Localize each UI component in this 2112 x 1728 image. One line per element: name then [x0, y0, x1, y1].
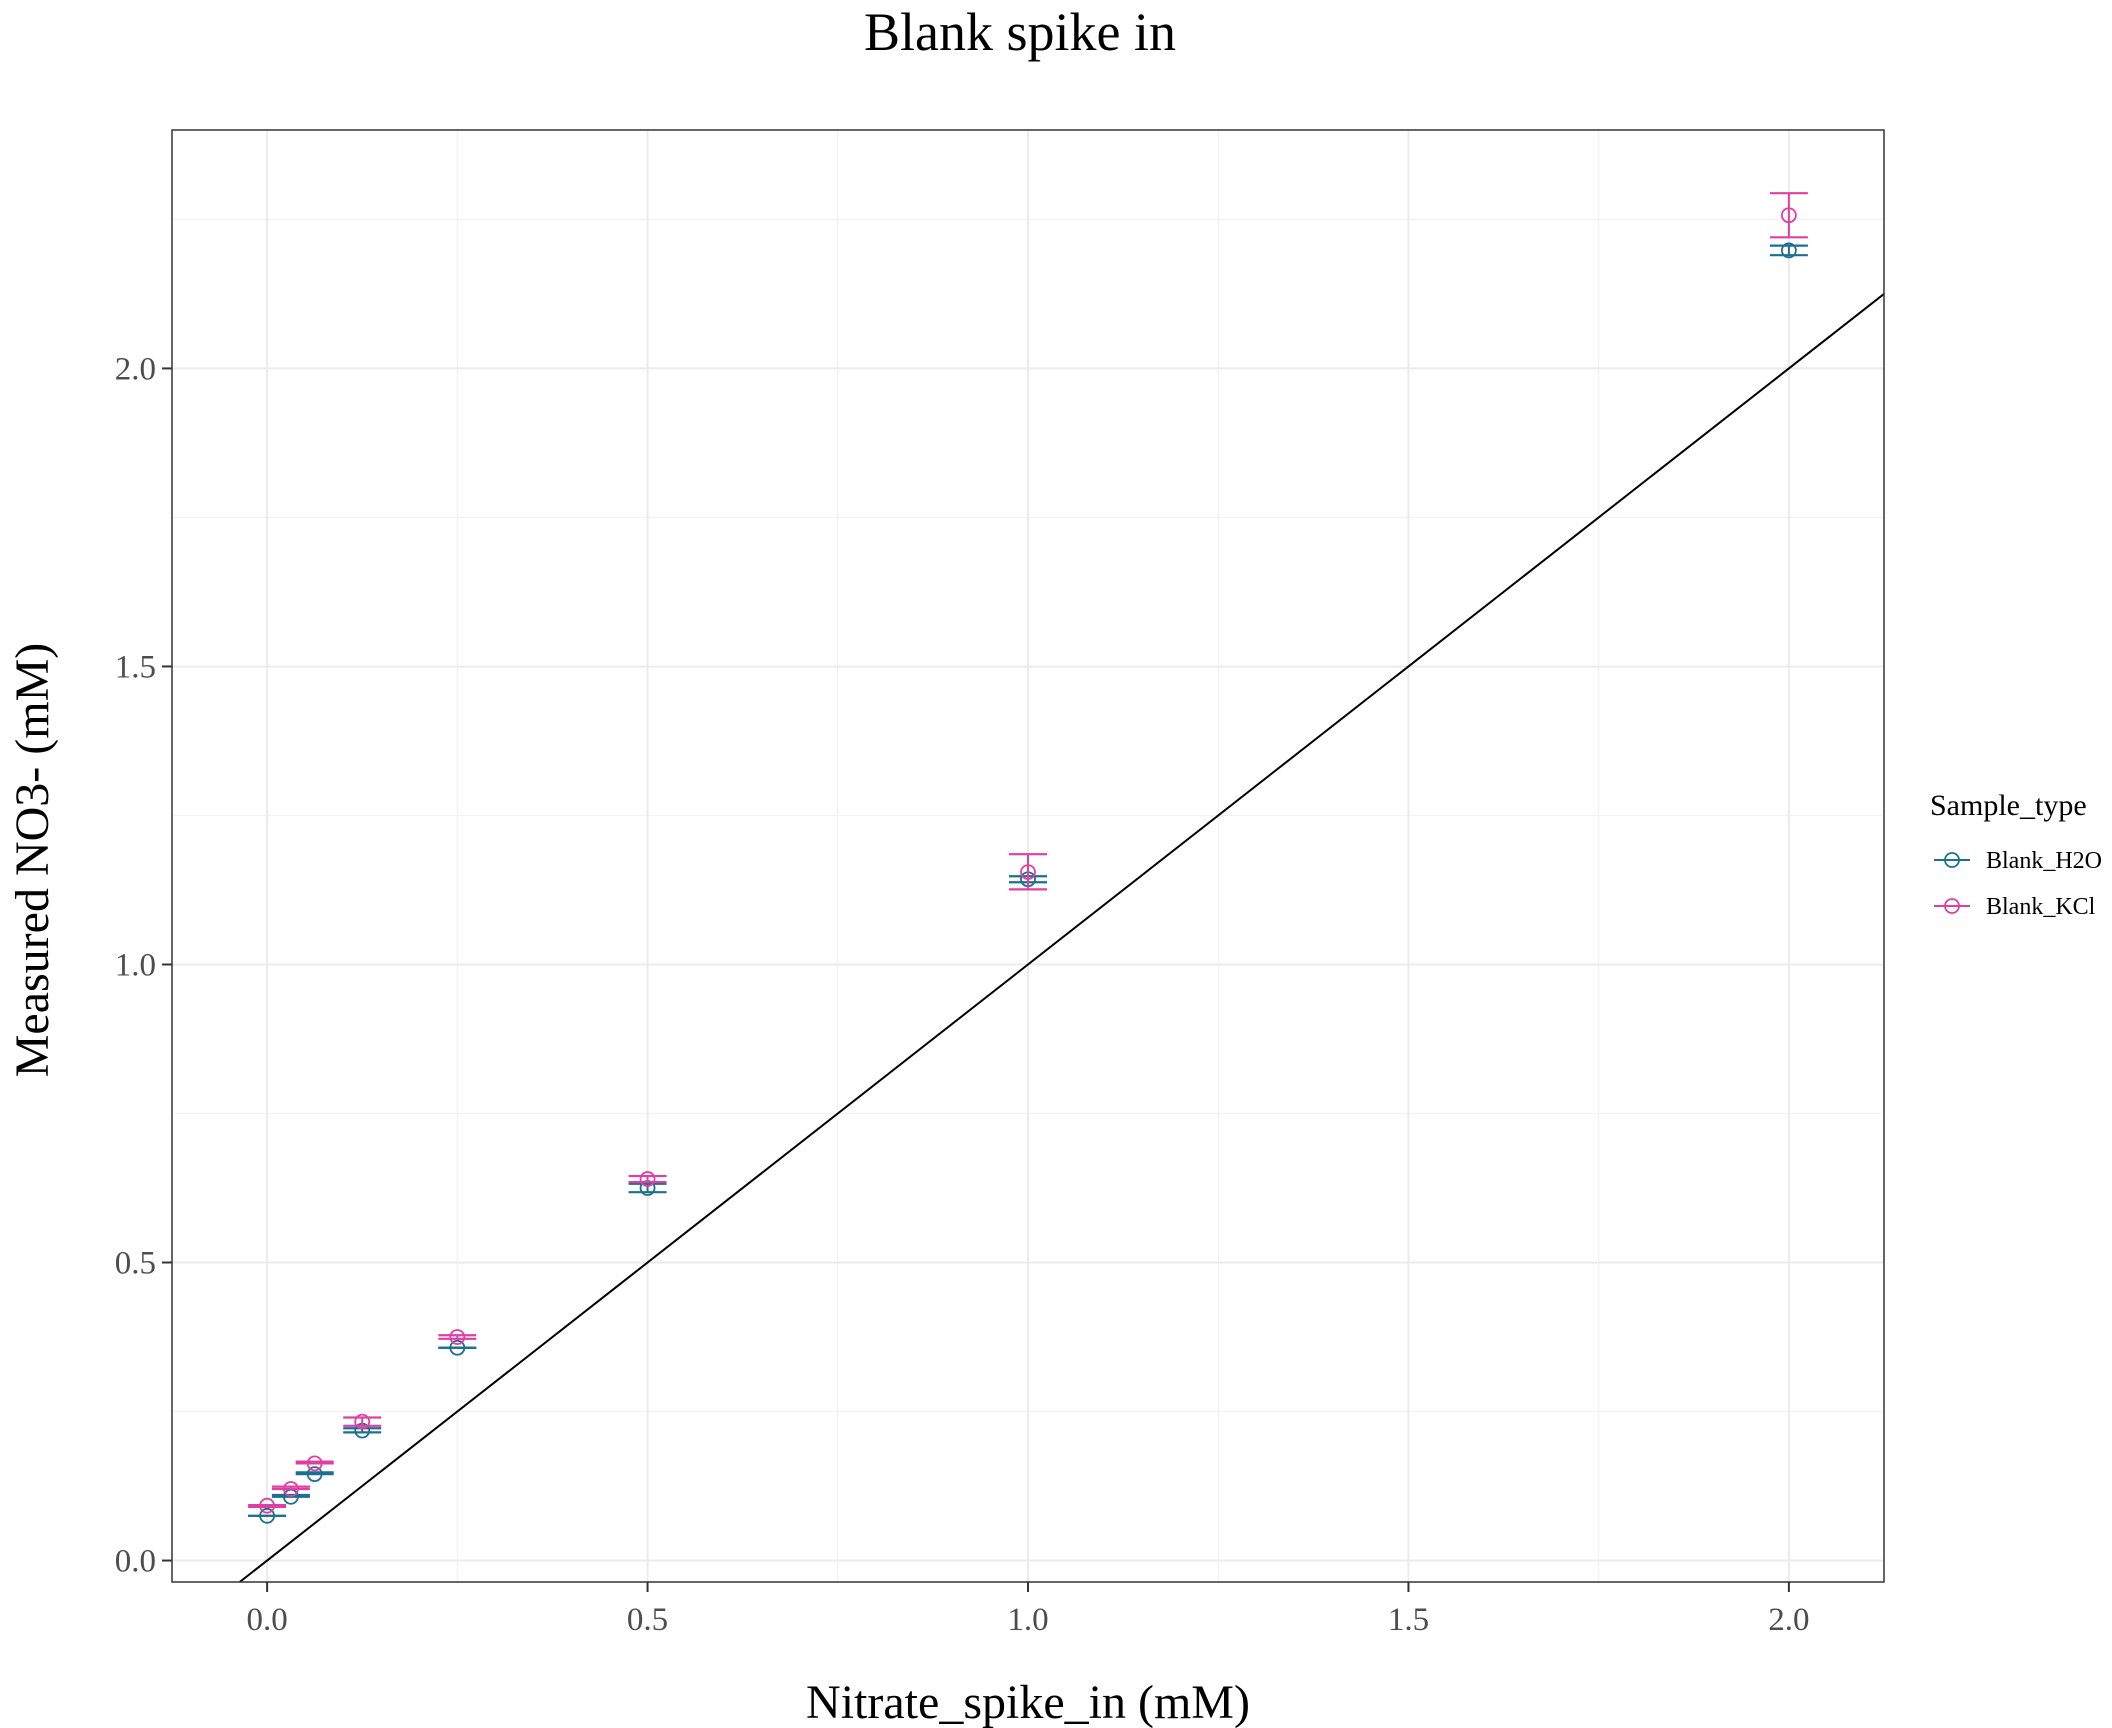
data-point: [1780, 242, 1797, 259]
x-axis-title: Nitrate_spike_in (mM): [806, 1676, 1250, 1728]
data-point: [449, 1339, 466, 1356]
y-tick-label: 2.0: [115, 351, 156, 387]
data-marks: [248, 192, 1808, 1524]
data-point: [1020, 864, 1036, 880]
legend-key-point: [1944, 852, 1960, 868]
legend-label: Blank_H2O: [1986, 848, 2102, 874]
x-tick-label: 0.5: [627, 1602, 668, 1638]
data-point: [354, 1413, 371, 1430]
legend-key-point: [1944, 898, 1960, 914]
reference-line: [239, 293, 1885, 1583]
data-point: [306, 1455, 323, 1472]
x-tick-label: 2.0: [1768, 1602, 1809, 1638]
reference-line-group: [239, 293, 1885, 1583]
y-tick-label: 1.0: [115, 947, 156, 983]
legend-item-Blank_KCl: Blank_KCl: [1934, 894, 2096, 920]
axes: 0.0 0.5 1.0 1.5 2.0 0.0 0.5 1.0 1.5 2.0: [115, 351, 1810, 1638]
y-tick-label: 0.0: [115, 1544, 156, 1580]
data-point: [282, 1481, 299, 1497]
x-tick-label: 1.5: [1388, 1602, 1429, 1638]
y-tick-label: 1.5: [115, 649, 156, 685]
chart-title: Blank spike in: [864, 2, 1176, 62]
legend-item-Blank_H2O: Blank_H2O: [1934, 848, 2102, 874]
y-axis-title: Measured NO3- (mM): [6, 643, 59, 1078]
series-Blank_KCl: [248, 192, 1808, 1514]
data-point: [639, 1171, 656, 1187]
legend-label: Blank_KCl: [1986, 894, 2096, 920]
y-tick-label: 0.5: [115, 1246, 156, 1282]
grid-lines: [172, 130, 1884, 1582]
data-point: [259, 1497, 276, 1514]
legend-title: Sample_type: [1930, 789, 2087, 822]
data-point: [306, 1466, 323, 1483]
x-tick-label: 1.0: [1007, 1602, 1048, 1638]
data-point: [449, 1329, 466, 1345]
data-point: [259, 1507, 276, 1524]
x-tick-label: 0.0: [246, 1602, 287, 1638]
data-point: [1780, 207, 1797, 224]
legend: Sample_type Blank_H2O Blank_KCl: [1930, 789, 2102, 920]
